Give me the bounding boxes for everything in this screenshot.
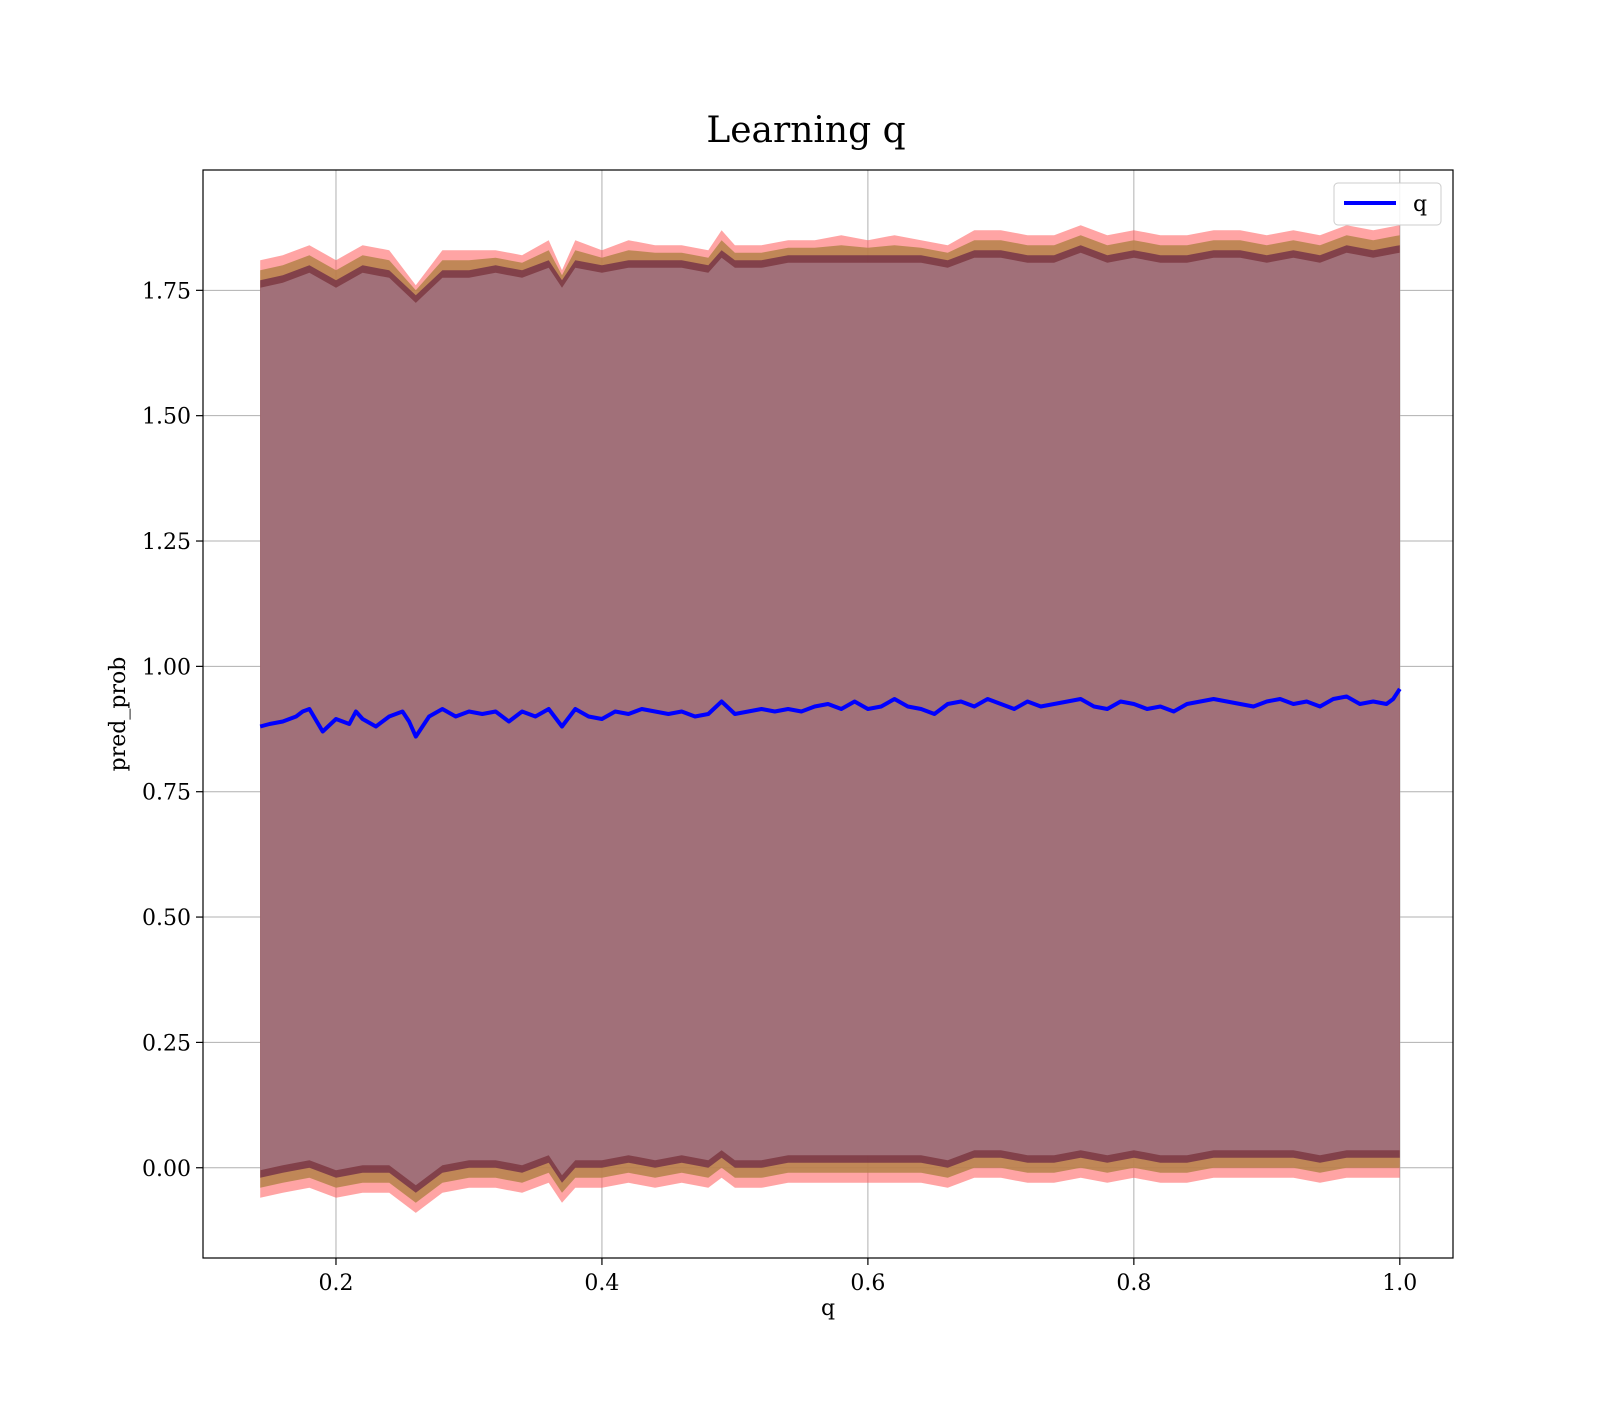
chart-title: Learning q <box>706 110 905 151</box>
y-tick-label: 1.50 <box>142 405 191 430</box>
x-axis-ticks: 0.2 0.4 0.6 0.8 1.0 <box>318 1258 1417 1296</box>
x-tick-label: 0.8 <box>1116 1271 1151 1296</box>
y-tick-label: 0.00 <box>142 1157 191 1182</box>
y-tick-label: 0.50 <box>142 906 191 931</box>
plot-frame <box>202 169 1454 1259</box>
x-tick-label: 1.0 <box>1382 1271 1417 1296</box>
series-line-q <box>259 687 1402 739</box>
y-tick-label: 0.75 <box>142 781 191 806</box>
x-tick-label: 0.4 <box>584 1271 619 1296</box>
y-axis-ticks: 0.00 0.25 0.50 0.75 1.00 1.25 1.50 1.75 <box>142 279 203 1182</box>
band-body <box>260 252 1400 1186</box>
y-tick-label: 1.75 <box>142 279 191 304</box>
legend-label: q <box>1413 192 1427 217</box>
y-tick-label: 1.00 <box>142 655 191 680</box>
y-tick-label: 1.25 <box>142 530 191 555</box>
x-axis-label: q <box>821 1296 835 1321</box>
x-tick-label: 0.6 <box>850 1271 885 1296</box>
x-tick-label: 0.2 <box>318 1271 353 1296</box>
legend: q <box>1333 182 1442 226</box>
series-lines <box>259 687 1402 739</box>
y-axis-label: pred_prob <box>106 657 131 772</box>
y-tick-label: 0.25 <box>142 1031 191 1056</box>
confidence-bands <box>260 225 1400 1213</box>
